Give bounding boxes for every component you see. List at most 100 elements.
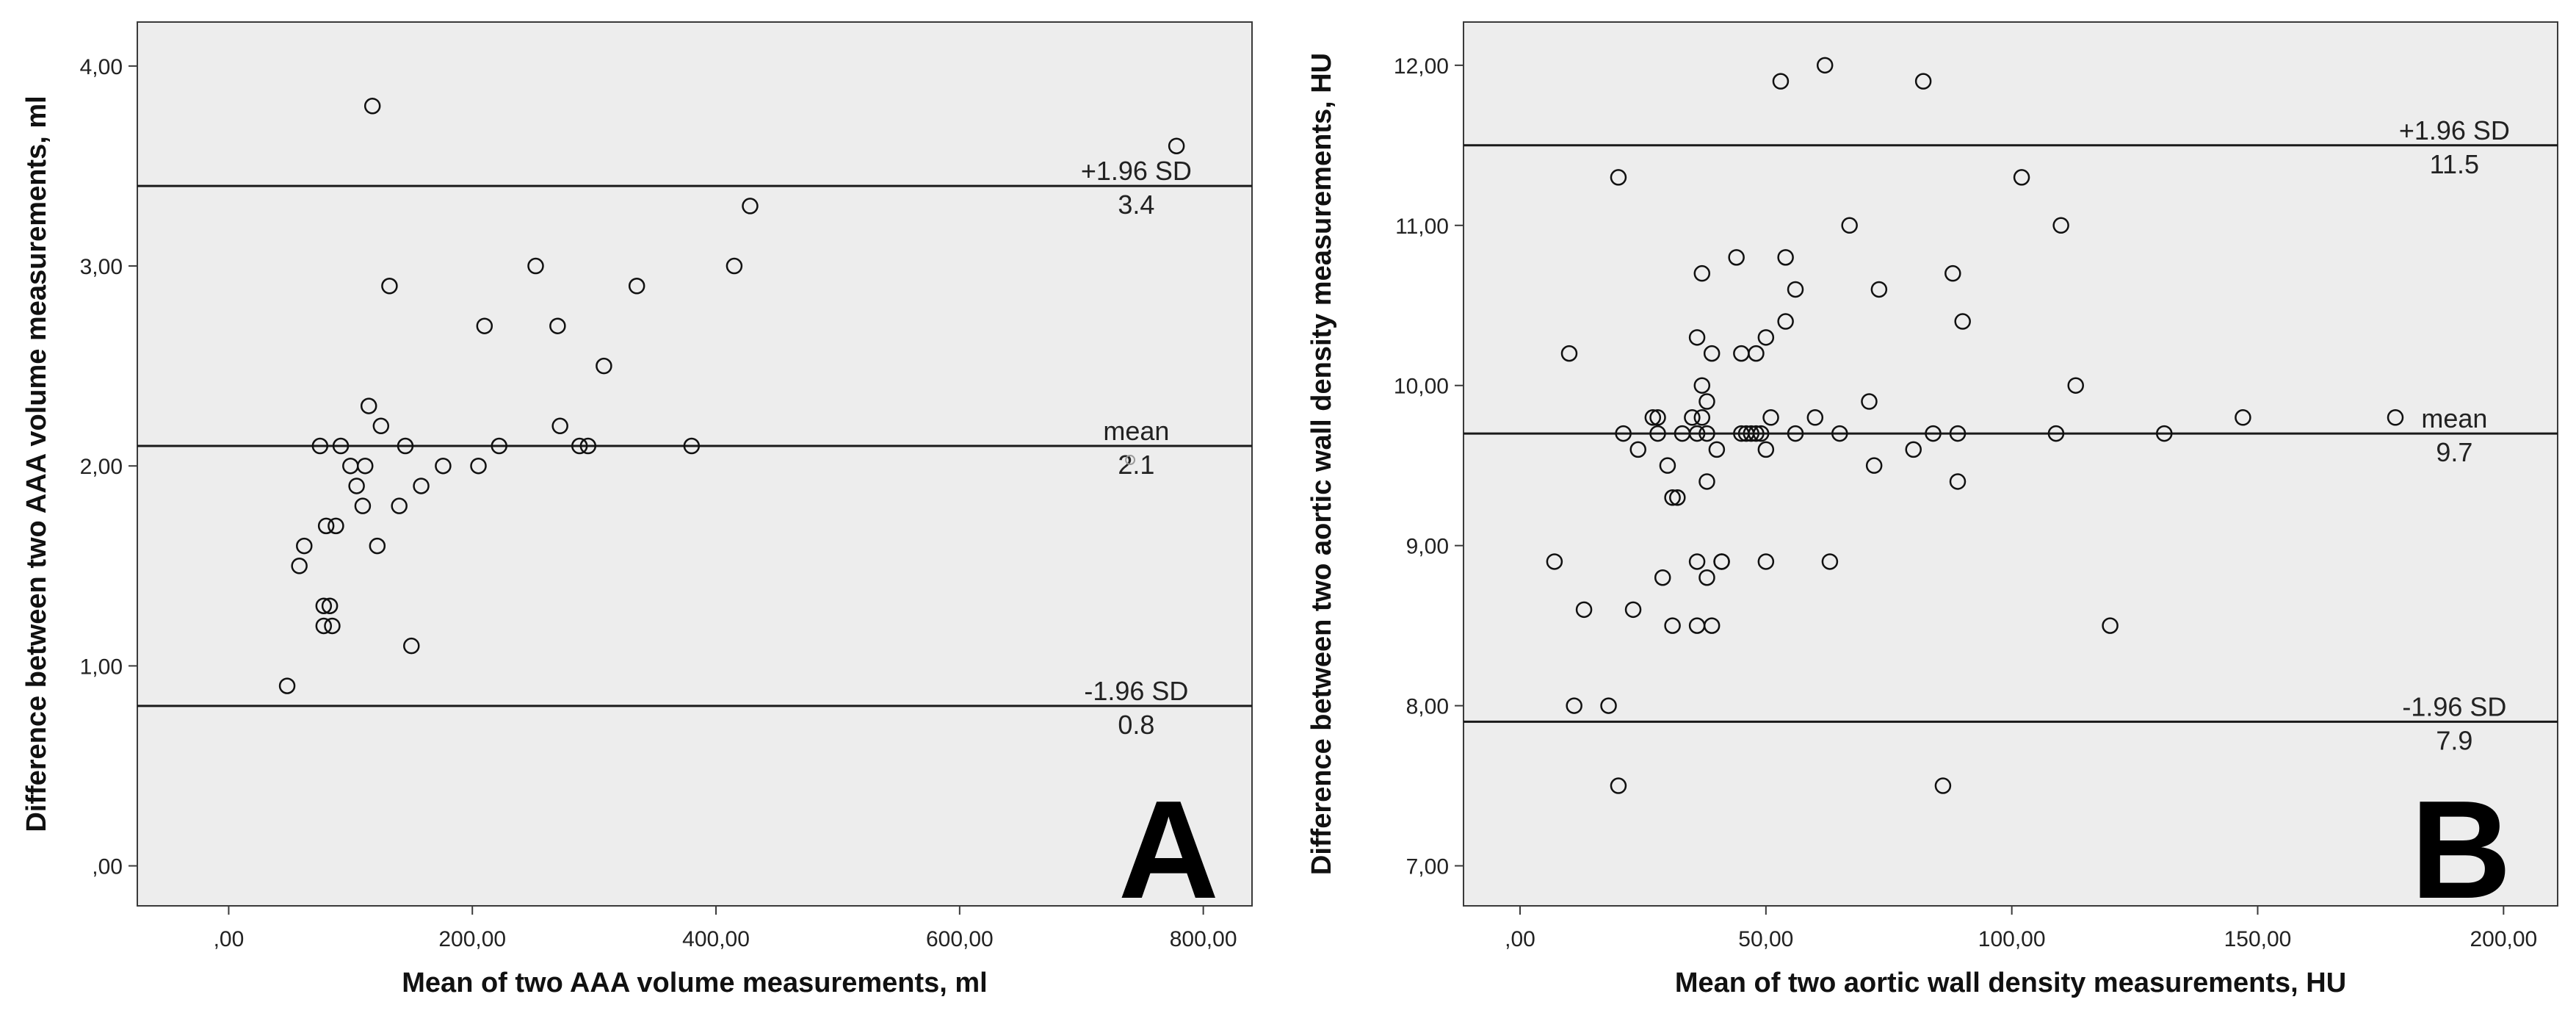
data-point — [324, 617, 341, 635]
data-point — [315, 617, 333, 635]
panel-a-volume-chart: ,00 200,00 400,00 600,00 800,00 ,00 1,00 2,00 3,… — [21, 21, 1253, 998]
data-point — [1708, 441, 1726, 458]
data-point — [1698, 569, 1715, 586]
reference-line-value: 2.1 — [1118, 450, 1154, 480]
data-point — [571, 437, 588, 455]
data-point — [291, 558, 308, 575]
data-point — [1698, 473, 1715, 490]
data-point — [1615, 425, 1632, 442]
reference-line-value: 7.9 — [2436, 725, 2472, 755]
data-point — [2067, 377, 2084, 394]
data-point — [1693, 264, 1711, 282]
y-tick-label: 8,00 — [1406, 695, 1449, 719]
data-point — [1684, 409, 1701, 426]
x-tick-label: 200,00 — [438, 927, 506, 951]
data-point — [1698, 425, 1715, 442]
data-point — [1954, 313, 1971, 330]
data-point — [1629, 441, 1646, 458]
data-point — [1949, 473, 1967, 490]
data-point — [1777, 249, 1794, 266]
panel-letter: A — [1118, 772, 1219, 928]
data-point — [628, 278, 645, 295]
reference-line-label: +1.96 SD — [1081, 156, 1192, 186]
data-point — [1703, 617, 1721, 634]
data-point — [1610, 777, 1627, 794]
data-point — [435, 457, 452, 475]
panel-letter: B — [2411, 772, 2511, 928]
reference-line-label: mean — [1103, 416, 1169, 446]
data-point — [328, 517, 344, 535]
data-point — [1693, 409, 1711, 426]
data-point — [360, 397, 377, 414]
y-tick-label: 2,00 — [80, 455, 123, 479]
data-point — [476, 317, 493, 334]
data-point — [1688, 329, 1706, 346]
data-point — [372, 417, 390, 435]
data-point — [1546, 553, 1563, 570]
data-point — [1841, 217, 1858, 234]
data-point — [1806, 409, 1824, 426]
data-point — [2047, 425, 2065, 442]
data-point — [1659, 457, 1676, 474]
data-point — [1688, 553, 1706, 570]
data-point — [369, 537, 386, 555]
panel-b-density-chart: ,00 50,00 100,00 150,00 200,00 7,00 8,00 9,00 10… — [1306, 21, 2558, 998]
data-point — [2013, 169, 2030, 186]
data-point — [1664, 617, 1681, 634]
reference-line-label: -1.96 SD — [1084, 676, 1188, 706]
y-tick-label: 7,00 — [1406, 855, 1449, 879]
reference-line-value: 3.4 — [1118, 190, 1154, 220]
y-tick-label: 10,00 — [1394, 375, 1449, 399]
data-point — [1649, 425, 1666, 442]
data-point — [1914, 73, 1932, 90]
data-point — [1949, 425, 1967, 442]
data-point — [1831, 425, 1848, 442]
data-point — [1560, 345, 1578, 362]
data-point — [2102, 617, 2119, 634]
data-point — [278, 677, 296, 694]
data-point — [527, 257, 544, 275]
x-tick-label: 200,00 — [2470, 927, 2537, 951]
data-point — [1566, 697, 1582, 714]
reference-line-value: 11.5 — [2430, 149, 2479, 179]
data-point — [2235, 409, 2251, 426]
reference-line-label: +1.96 SD — [2399, 115, 2510, 145]
data-point — [381, 278, 398, 295]
y-tick-label: 9,00 — [1406, 535, 1449, 559]
data-point — [317, 517, 335, 535]
plot-area — [1463, 21, 2558, 907]
data-point — [2387, 409, 2404, 426]
data-point — [1649, 409, 1666, 426]
x-tick-label: 800,00 — [1170, 927, 1237, 951]
data-point — [1624, 601, 1642, 619]
data-point — [1905, 441, 1922, 458]
data-point — [1168, 137, 1185, 154]
data-point — [1748, 345, 1765, 362]
data-point — [2052, 217, 2069, 234]
data-point — [348, 478, 365, 494]
data-point — [363, 98, 381, 115]
data-point — [1610, 169, 1627, 186]
data-point — [1757, 553, 1775, 570]
x-axis-title: Mean of two AAA volume measurements, ml — [402, 968, 987, 998]
data-point — [1703, 345, 1721, 362]
data-point — [1688, 425, 1706, 442]
data-point — [683, 437, 701, 455]
data-point — [1743, 425, 1760, 442]
data-point — [726, 257, 743, 275]
data-point — [1654, 569, 1671, 586]
plot-area — [137, 21, 1253, 907]
data-point — [1698, 393, 1715, 410]
data-point — [1944, 264, 1961, 282]
data-point — [1925, 425, 1942, 442]
x-tick-label: 400,00 — [682, 927, 750, 951]
data-point — [1693, 377, 1711, 394]
reference-line-value: 9.7 — [2436, 437, 2472, 467]
data-point — [1787, 281, 1804, 298]
y-tick-label: 3,00 — [80, 255, 123, 279]
data-point — [1757, 441, 1775, 458]
y-tick-label: 1,00 — [80, 655, 123, 679]
data-point — [579, 437, 597, 455]
data-point — [551, 417, 568, 435]
